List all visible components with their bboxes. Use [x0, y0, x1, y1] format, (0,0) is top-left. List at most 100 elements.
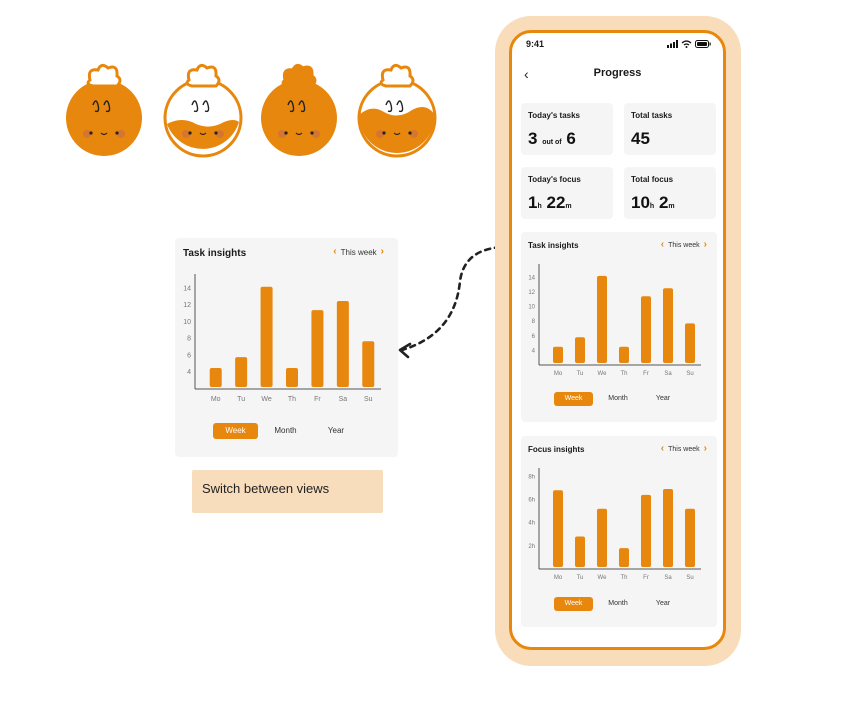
bar-sa	[663, 489, 673, 567]
tab-week[interactable]: Week	[554, 597, 593, 611]
x-tick-label: Su	[686, 575, 693, 581]
bar-su	[685, 508, 695, 567]
chevron-left-icon[interactable]: ‹	[333, 246, 337, 257]
bar-sa	[336, 300, 349, 387]
stat-value: 1h 22m	[528, 193, 572, 213]
y-tick-label: 10	[528, 305, 535, 311]
zoom-task-chart: 4 6 8 10 12 14 Mo Tu We Th Fr Sa Su	[183, 274, 381, 403]
y-tick-label: 4	[532, 348, 536, 354]
bar-tu	[235, 357, 248, 387]
minutes-unit: m	[565, 203, 572, 210]
tab-month[interactable]: Month	[274, 426, 297, 435]
x-tick-label: Th	[288, 396, 296, 403]
task-period-selector[interactable]: ‹ This week ›	[661, 240, 707, 250]
zoom-period-label: This week	[340, 247, 377, 257]
x-tick-label: Tu	[577, 575, 584, 581]
tab-week[interactable]: Week	[213, 423, 258, 439]
bar-su	[362, 341, 375, 387]
x-tick-label: Th	[620, 575, 627, 581]
stat-value: 45	[631, 129, 650, 148]
task-period-label: This week	[668, 241, 700, 249]
task-view-tabs: Week Month Year	[554, 392, 683, 406]
y-tick-label: 10	[183, 319, 191, 326]
stat-label: Today's tasks	[528, 111, 580, 120]
focus-period-selector[interactable]: ‹ This week ›	[661, 444, 707, 454]
y-tick-label: 12	[528, 290, 535, 296]
x-tick-label: Su	[364, 396, 373, 403]
y-tick-label: 6	[532, 334, 536, 340]
tab-week[interactable]: Week	[554, 392, 593, 406]
task-insights-chart: 4 6 8 10 12 14 Mo Tu We Th Fr Sa Su	[528, 264, 701, 377]
bar-th	[619, 548, 629, 567]
bar-mo	[553, 346, 563, 363]
focus-insights-chart: 2h 4h 6h 8h Mo Tu We Th Fr Sa Su	[528, 468, 701, 581]
mascot-leaf	[258, 60, 340, 160]
bar-th	[619, 346, 629, 363]
bar-sa	[663, 288, 673, 363]
bar-tu	[575, 337, 585, 363]
x-tick-label: Mo	[554, 575, 563, 581]
hours-unit: h	[537, 203, 542, 210]
x-tick-label: Fr	[643, 575, 649, 581]
stat-value: 10h 2m	[631, 193, 675, 213]
tab-month[interactable]: Month	[608, 600, 628, 607]
mascot-half	[356, 60, 438, 160]
y-tick-label: 12	[183, 302, 191, 309]
y-tick-label: 4	[187, 369, 191, 376]
y-tick-label: 8h	[528, 474, 535, 480]
tab-year[interactable]: Year	[655, 395, 671, 402]
signal-icon	[667, 40, 678, 48]
minutes-unit: m	[668, 203, 675, 210]
seed-mascot-low-icon	[163, 63, 243, 158]
y-tick-label: 2h	[528, 544, 535, 550]
y-tick-label: 6h	[528, 497, 535, 503]
chevron-right-icon[interactable]: ›	[703, 239, 707, 250]
bar-th	[286, 368, 298, 387]
tab-year[interactable]: Year	[327, 426, 345, 435]
x-tick-label: Fr	[643, 371, 649, 377]
stat-today-focus: Today's focus 1h 22m	[521, 167, 613, 219]
task-insights-card: Task insights ‹ This week › 4 6 8 10 12 14 Mo T…	[521, 232, 717, 422]
zoom-card-title: Task insights	[183, 248, 247, 259]
y-tick-label: 4h	[528, 521, 535, 527]
x-tick-label: We	[261, 396, 271, 403]
x-tick-label: Mo	[554, 371, 563, 377]
bar-fr	[311, 310, 324, 387]
stat-value: 3 out of 6	[528, 129, 576, 149]
bar-tu	[575, 536, 585, 567]
seed-mascot-half-icon	[357, 63, 437, 158]
tab-month[interactable]: Month	[608, 395, 628, 402]
focus-hours: 1	[528, 193, 538, 212]
chevron-left-icon[interactable]: ‹	[660, 443, 665, 454]
status-time: 9:41	[526, 39, 545, 49]
hours-unit: h	[649, 203, 655, 210]
seed-mascot-leaf-icon	[261, 63, 337, 156]
chevron-right-icon[interactable]: ›	[380, 246, 384, 257]
y-tick-label: 14	[183, 285, 191, 292]
zoom-period-selector[interactable]: ‹ This week ›	[333, 247, 384, 257]
annotation-note: Switch between views	[192, 470, 383, 513]
page-title: Progress	[593, 67, 642, 79]
chevron-left-icon[interactable]: ‹	[660, 239, 665, 250]
chevron-right-icon[interactable]: ›	[703, 443, 707, 454]
stat-total-focus: Total focus 10h 2m	[624, 167, 716, 219]
back-arrow-icon[interactable]: ‹	[524, 66, 529, 82]
task-card-title: Task insights	[528, 241, 579, 250]
tasks-total: 6	[566, 129, 576, 148]
seed-mascot-full-icon	[66, 63, 142, 156]
x-tick-label: Su	[686, 371, 693, 377]
bar-fr	[641, 296, 651, 363]
bar-su	[685, 323, 695, 363]
status-icons	[667, 40, 711, 48]
tab-year[interactable]: Year	[655, 600, 671, 607]
bar-we	[597, 508, 607, 567]
x-tick-label: Tu	[237, 396, 245, 403]
focus-insights-card: Focus insights ‹ This week › 2h 4h 6h 8h Mo T…	[521, 436, 717, 627]
y-tick-label: 8	[187, 336, 191, 343]
stat-total-tasks: Total tasks 45	[624, 103, 716, 155]
wifi-icon	[681, 40, 692, 48]
battery-icon	[695, 40, 711, 48]
x-tick-label: Tu	[577, 371, 584, 377]
x-tick-label: We	[598, 575, 608, 581]
mascot-full	[63, 60, 145, 160]
